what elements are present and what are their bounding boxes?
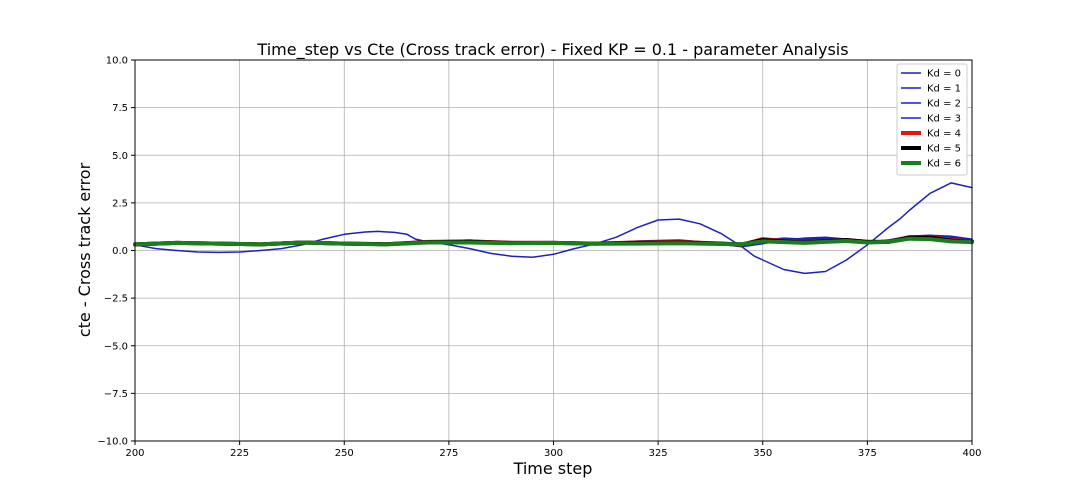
y-tick-label: 7.5 (112, 103, 128, 114)
plot-frame (134, 59, 973, 442)
legend-entry: Kd = 5 (927, 144, 961, 155)
y-axis-label: cte - Cross track error (75, 162, 94, 337)
x-tick-label: 275 (439, 448, 458, 459)
legend-entry: Kd = 6 (927, 159, 961, 170)
y-tick-label: −2.5 (104, 294, 128, 305)
legend-entry: Kd = 3 (927, 114, 961, 125)
x-tick-label: 225 (230, 448, 249, 459)
y-tick-label: 2.5 (112, 198, 128, 209)
y-tick-label: −5.0 (104, 341, 128, 352)
y-tick-label: 10.0 (106, 56, 128, 67)
x-tick-label: 250 (335, 448, 354, 459)
series-lines (133, 182, 974, 275)
series-line-kd-6 (133, 236, 974, 247)
x-tick-label: 300 (544, 448, 563, 459)
y-tick-label: −10.0 (97, 437, 128, 448)
x-axis-label: Time step (513, 459, 593, 478)
legend: Kd = 0 Kd = 1 Kd = 2 Kd = 3 Kd = 4 Kd = 5 Kd =… (896, 63, 968, 176)
legend-entry: Kd = 2 (927, 99, 961, 110)
x-tick-label: 325 (649, 448, 668, 459)
y-tick-label: 5.0 (112, 151, 128, 162)
legend-entry: Kd = 0 (927, 69, 961, 80)
legend-entry: Kd = 4 (927, 129, 961, 140)
x-tick-label: 375 (858, 448, 877, 459)
series-line-kd-0 (134, 182, 973, 275)
legend-entry: Kd = 1 (927, 84, 961, 95)
chart-title: Time_step vs Cte (Cross track error) - F… (256, 40, 848, 60)
x-tick-label: 350 (753, 448, 772, 459)
axis-ticks: 200 225 250 275 300 325 350 375 400 −10.0 −7.5 −5.0… (97, 56, 981, 460)
x-tick-label: 200 (125, 448, 144, 459)
x-tick-label: 400 (962, 448, 981, 459)
y-tick-label: −7.5 (104, 389, 128, 400)
y-tick-label: 0.0 (112, 246, 128, 257)
